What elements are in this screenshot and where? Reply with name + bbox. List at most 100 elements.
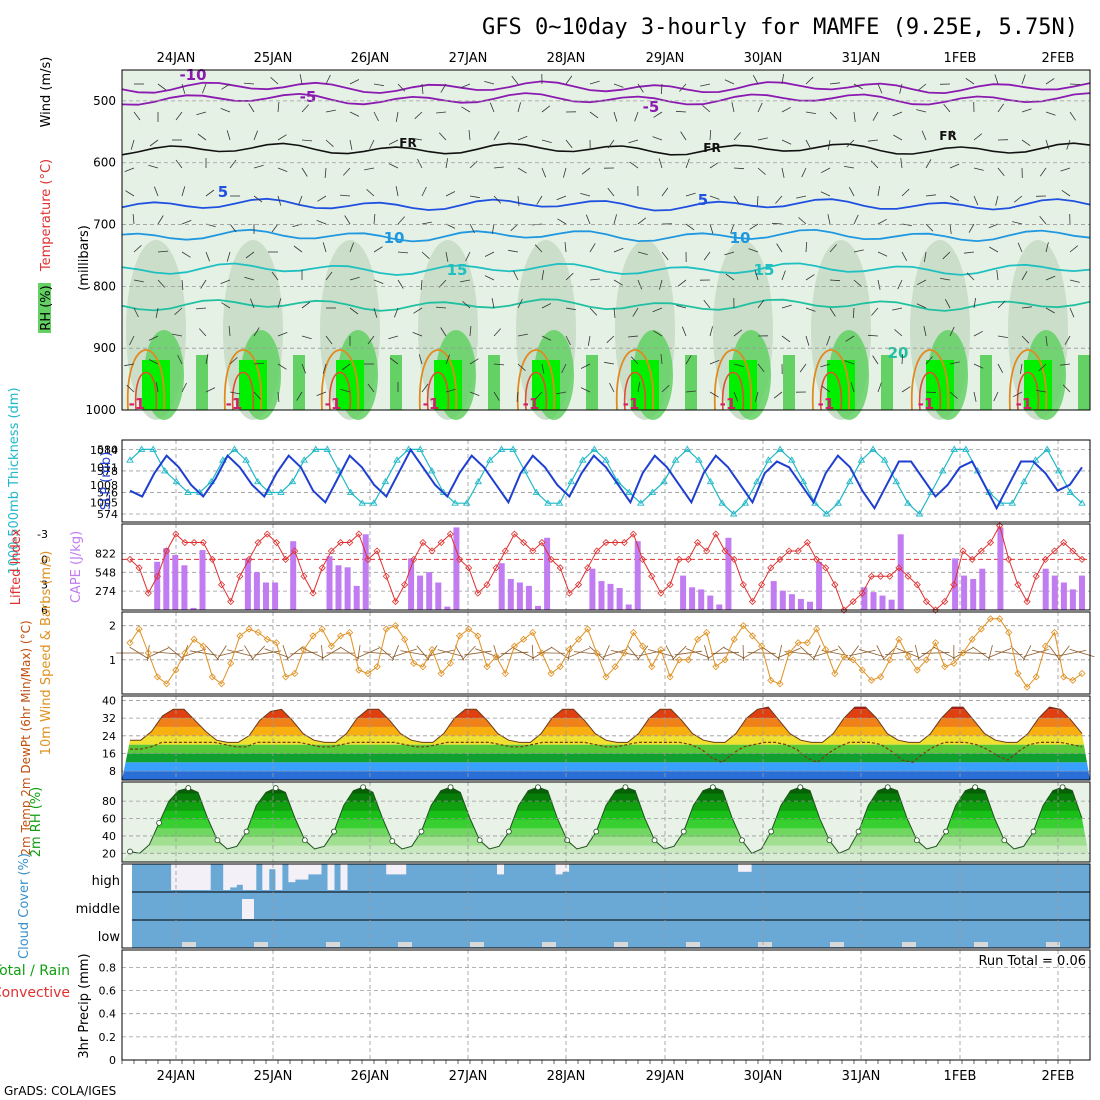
isotherm-line	[615, 349, 655, 411]
wind-speed-point	[446, 659, 454, 667]
wind-barb	[1032, 649, 1059, 657]
wind-barb	[940, 278, 951, 281]
lifted-index-point	[922, 598, 930, 606]
wind-speed-point	[263, 635, 271, 643]
wind-barb	[733, 363, 744, 367]
cape-bar	[154, 561, 161, 610]
lifted-index-point	[977, 547, 985, 555]
wind-barb	[872, 355, 879, 365]
date-label-top: 25JAN	[254, 51, 293, 66]
cape-bar	[689, 587, 696, 610]
cape-bar	[535, 605, 541, 610]
wind-barb	[850, 382, 855, 393]
isotherm-label: -5	[643, 98, 660, 116]
li-tick-label: -3	[37, 528, 48, 541]
thickness-point	[346, 488, 355, 495]
lifted-index-point	[465, 564, 473, 572]
wind-barb	[253, 195, 263, 203]
wind-barb	[949, 223, 952, 234]
lifted-index-point	[996, 522, 1004, 530]
wind-barb	[491, 298, 495, 309]
wind-barb	[1012, 221, 1023, 225]
wind-barb	[923, 326, 927, 337]
wind-speed-point	[822, 646, 830, 654]
wind-barb	[130, 139, 135, 150]
wind-barb	[388, 335, 399, 340]
wind-barb	[541, 105, 551, 113]
wind-speed-point	[318, 625, 326, 633]
rh-region	[488, 355, 500, 410]
rh-region	[390, 355, 402, 410]
rh-region	[783, 355, 795, 410]
rh2m-point	[593, 828, 600, 835]
wind-barb	[517, 333, 528, 337]
wind-speed-point	[327, 642, 335, 650]
wind-barb	[244, 645, 254, 661]
wind-barb	[438, 132, 447, 141]
cape-bar	[263, 582, 269, 610]
wind-barb	[901, 188, 910, 197]
rh2m-point	[972, 784, 979, 791]
wind-barb	[964, 251, 975, 254]
thickness-point	[671, 456, 680, 463]
axis-label-part: Temperature (°C)	[39, 159, 54, 272]
y-tick-label: 800	[93, 279, 116, 293]
wind-barb	[877, 382, 882, 393]
wind-barb	[661, 384, 670, 393]
cape-bar	[607, 583, 614, 610]
wind-barb	[157, 279, 165, 288]
wind-barb	[852, 307, 855, 319]
wind-barb	[1038, 363, 1047, 372]
lifted-index-point	[474, 589, 482, 597]
rh2m-point	[797, 784, 804, 791]
cloud-layer-label: low	[98, 930, 121, 945]
wind-barb	[848, 187, 855, 197]
wind-barb	[349, 111, 360, 117]
cape-bar	[163, 548, 170, 610]
wind-barb	[685, 223, 695, 231]
wind-speed-point	[300, 646, 308, 654]
lifted-index-point	[1005, 555, 1013, 563]
thickness-point	[1054, 467, 1063, 474]
cape-bar	[807, 601, 813, 610]
thickness-point	[555, 499, 564, 506]
lifted-index-point	[831, 581, 839, 589]
rh-region	[881, 355, 893, 410]
cloud-high-bar	[249, 864, 257, 890]
wind-speed-point	[959, 649, 967, 657]
y-tick-label: 32	[102, 712, 116, 725]
wind-barb	[949, 361, 960, 365]
wind-barb	[226, 649, 253, 657]
wind-barb	[493, 328, 501, 337]
wind-barb	[1039, 167, 1047, 177]
cloud-high-bar	[497, 864, 504, 875]
wind-barb	[685, 648, 710, 658]
rh2m-point	[1001, 837, 1008, 844]
wind-barb	[1013, 195, 1023, 203]
wind-barb	[805, 111, 816, 114]
y-tick-label: 0	[109, 1054, 116, 1067]
wind-barb	[491, 223, 495, 234]
wind-barb	[995, 650, 1023, 656]
wind-barb	[293, 245, 303, 253]
thickness-point	[787, 456, 796, 463]
thickness-point	[915, 510, 924, 517]
wind-barb	[925, 194, 936, 197]
wind-barb	[773, 391, 783, 399]
temp-band	[122, 762, 1090, 772]
cloud-high-bar	[308, 864, 315, 875]
wind-speed-point	[309, 632, 317, 640]
wind-speed-point	[163, 680, 171, 688]
wind-speed-point	[282, 673, 290, 681]
wind-barb	[172, 333, 183, 337]
rh2m-point	[943, 828, 949, 835]
cape-bar	[344, 567, 351, 610]
wind-barb	[445, 354, 450, 365]
rh2m-point	[156, 819, 163, 826]
wind-barb	[733, 195, 740, 205]
cape-bar	[716, 604, 723, 610]
wind-speed-point	[840, 652, 848, 660]
wind-speed-point	[877, 673, 885, 681]
rh2m-point	[739, 837, 745, 844]
date-label-bottom: 1FEB	[944, 1069, 977, 1084]
